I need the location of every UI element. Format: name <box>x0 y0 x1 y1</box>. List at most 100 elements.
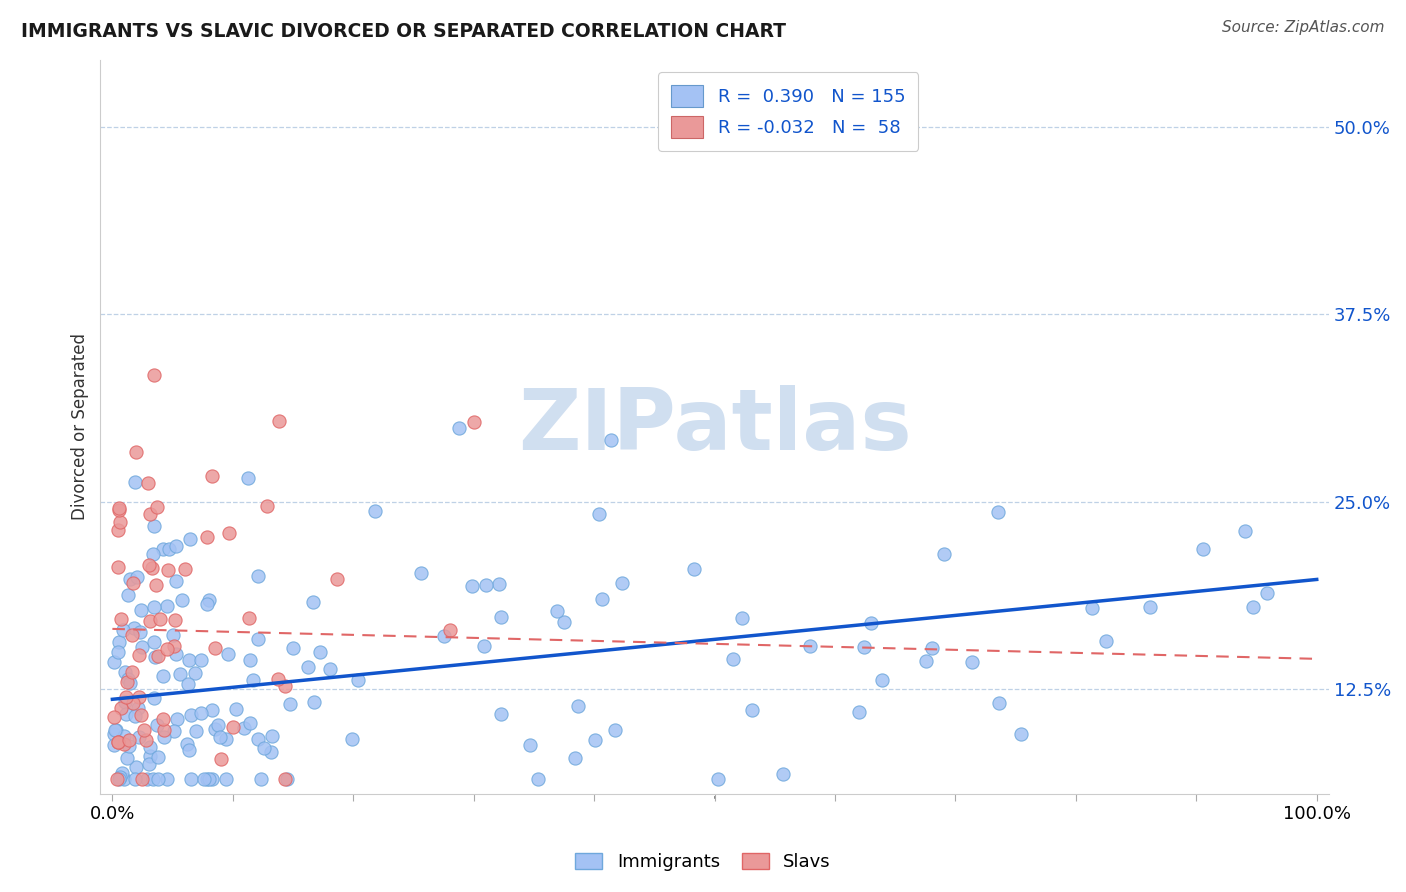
Point <box>463 416 485 430</box>
Point <box>142 599 165 614</box>
Text: Source: ZipAtlas.com: Source: ZipAtlas.com <box>1222 20 1385 35</box>
Point <box>117 674 139 689</box>
Point <box>1081 601 1104 615</box>
Point <box>247 732 270 747</box>
Point <box>233 721 256 735</box>
Point <box>461 578 484 592</box>
Point <box>204 640 226 655</box>
Point <box>122 621 145 635</box>
Point <box>146 749 169 764</box>
Point <box>114 695 136 709</box>
Point <box>853 640 876 654</box>
Point <box>125 569 148 583</box>
Point <box>1010 727 1032 741</box>
Point <box>138 508 160 522</box>
Point <box>302 695 325 709</box>
Point <box>156 772 179 786</box>
Point <box>165 574 187 588</box>
Point <box>278 697 301 711</box>
Point <box>246 569 269 583</box>
Point <box>115 707 138 722</box>
Point <box>179 532 201 546</box>
Point <box>107 560 129 574</box>
Point <box>217 647 239 661</box>
Point <box>180 772 202 786</box>
Point <box>142 691 165 706</box>
Point <box>1241 599 1264 614</box>
Point <box>165 539 187 553</box>
Point <box>239 653 262 667</box>
Point <box>179 743 201 757</box>
Point <box>129 625 152 640</box>
Point <box>915 654 938 668</box>
Point <box>107 502 129 516</box>
Point <box>124 475 146 489</box>
Point <box>190 653 212 667</box>
Point <box>319 662 342 676</box>
Point <box>111 766 134 780</box>
Point <box>987 504 1010 518</box>
Point <box>138 757 160 772</box>
Point <box>564 751 586 765</box>
Point <box>921 640 943 655</box>
Point <box>262 729 284 743</box>
Point <box>567 698 589 713</box>
Point <box>546 604 568 618</box>
Point <box>103 710 125 724</box>
Point <box>146 648 169 663</box>
Point <box>475 578 498 592</box>
Point <box>152 731 174 745</box>
Point <box>131 640 153 654</box>
Point <box>260 745 283 759</box>
Point <box>156 599 179 613</box>
Point <box>165 613 187 627</box>
Point <box>143 519 166 533</box>
Point <box>225 702 247 716</box>
Point <box>117 672 139 686</box>
Point <box>799 640 821 654</box>
Point <box>741 703 763 717</box>
Point <box>143 635 166 649</box>
Point <box>129 708 152 723</box>
Point <box>157 542 180 557</box>
Point <box>682 561 704 575</box>
Point <box>124 772 146 786</box>
Point <box>104 723 127 738</box>
Point <box>274 679 297 693</box>
Point <box>129 603 152 617</box>
Point <box>209 752 232 766</box>
Point <box>132 723 155 738</box>
Point <box>125 445 148 459</box>
Point <box>121 665 143 679</box>
Point <box>112 729 135 743</box>
Point <box>122 576 145 591</box>
Point <box>138 558 160 572</box>
Point <box>610 576 633 591</box>
Point <box>156 641 179 656</box>
Point <box>600 433 623 447</box>
Point <box>253 740 276 755</box>
Point <box>1256 585 1278 599</box>
Point <box>519 738 541 752</box>
Point <box>242 673 264 687</box>
Point <box>128 690 150 704</box>
Point <box>127 700 149 714</box>
Point <box>128 648 150 662</box>
Point <box>117 589 139 603</box>
Point <box>472 639 495 653</box>
Point <box>107 644 129 658</box>
Point <box>107 735 129 749</box>
Point <box>145 578 167 592</box>
Point <box>121 628 143 642</box>
Point <box>103 727 125 741</box>
Point <box>1234 524 1257 539</box>
Point <box>197 530 219 544</box>
Point <box>1191 541 1213 556</box>
Point <box>148 772 170 786</box>
Point <box>848 705 870 719</box>
Point <box>138 614 160 628</box>
Point <box>118 732 141 747</box>
Point <box>142 547 165 561</box>
Point <box>772 766 794 780</box>
Point <box>136 772 159 786</box>
